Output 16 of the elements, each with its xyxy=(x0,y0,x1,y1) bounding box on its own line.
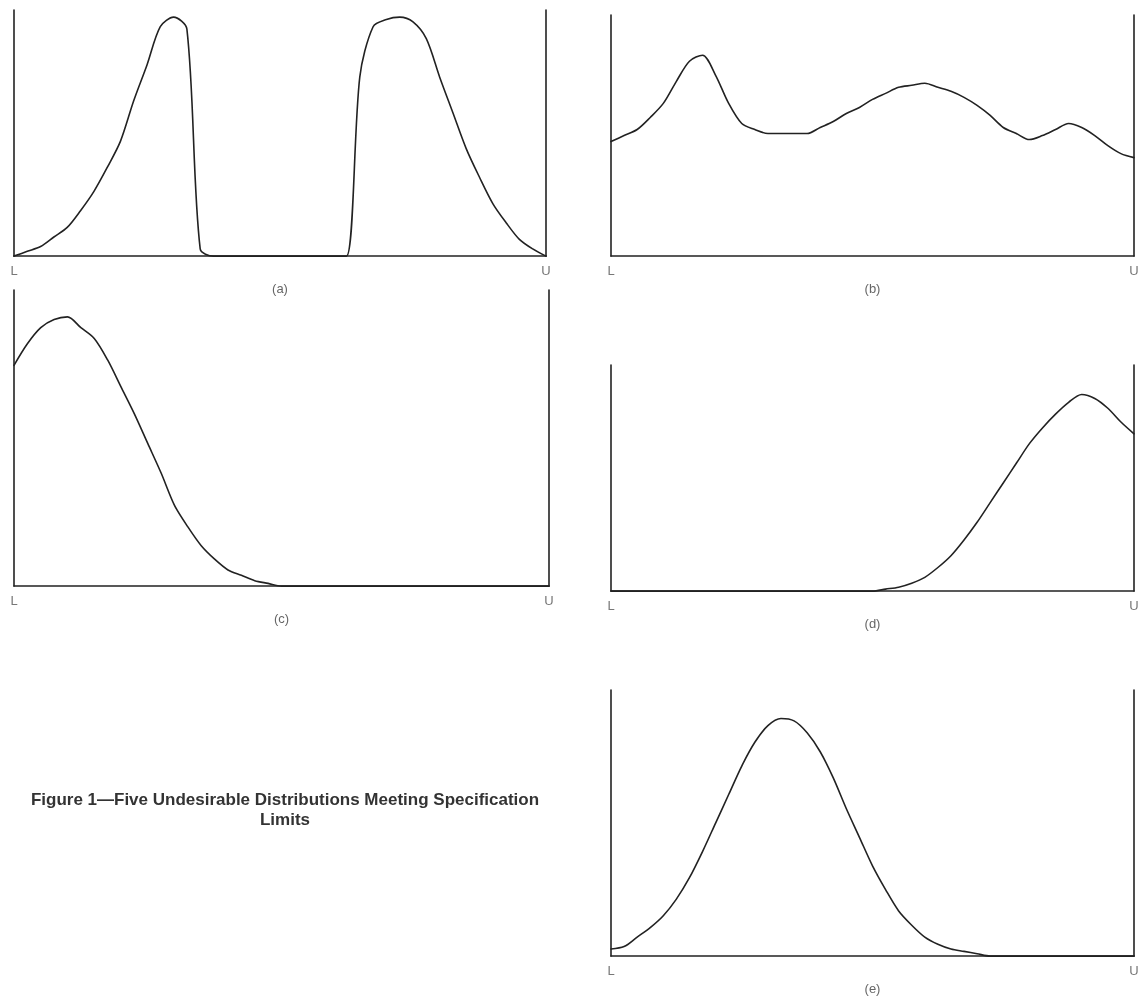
x-axis-title: (d) xyxy=(864,616,881,631)
x-tick-label: L xyxy=(607,263,615,279)
x-tick-label: U xyxy=(541,263,551,279)
x-tick-label: L xyxy=(10,593,18,609)
x-axis-title: (a) xyxy=(272,281,288,296)
x-tick-label: L xyxy=(607,963,615,979)
x-tick-label: U xyxy=(1129,963,1139,979)
x-axis-title: (b) xyxy=(864,281,881,296)
x-axis-title: (c) xyxy=(273,611,290,626)
x-tick-label: U xyxy=(1129,598,1139,614)
x-tick-label: L xyxy=(10,263,18,279)
x-axis-title: (e) xyxy=(864,981,881,996)
x-tick-label: U xyxy=(544,593,554,609)
x-tick-label: U xyxy=(1129,263,1139,279)
text: Figure 1—Five Undesirable Distributions Meeting Specification Limits xyxy=(29,790,541,830)
x-tick-label: L xyxy=(607,598,615,614)
